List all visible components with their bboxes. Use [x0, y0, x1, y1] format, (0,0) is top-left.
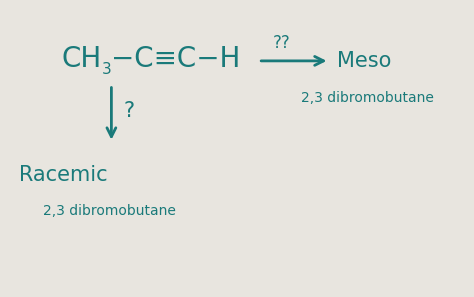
Text: Racemic: Racemic [19, 165, 108, 185]
Text: 2,3 dibromobutane: 2,3 dibromobutane [43, 204, 175, 218]
Text: 3: 3 [102, 62, 112, 77]
Text: −C≡C−H: −C≡C−H [111, 45, 241, 73]
Text: ?: ? [123, 101, 134, 121]
Text: CH: CH [62, 45, 102, 73]
Text: 2,3 dibromobutane: 2,3 dibromobutane [301, 91, 434, 105]
Text: ??: ?? [273, 34, 291, 52]
Text: Meso: Meso [337, 51, 391, 71]
